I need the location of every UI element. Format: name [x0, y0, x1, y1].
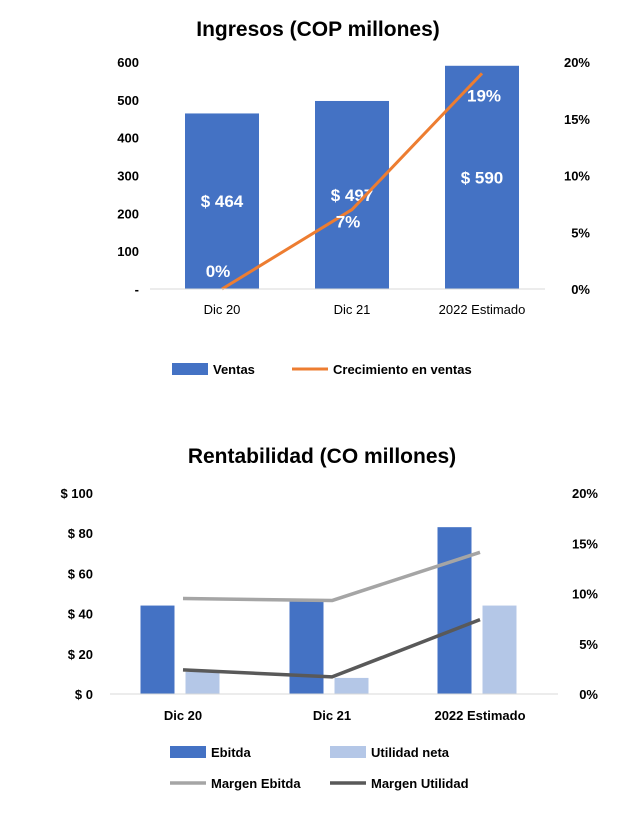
chart1-line-label: 0% — [206, 262, 231, 281]
chart2-bar-ebitda — [140, 605, 175, 694]
chart1-y-tick: 400 — [117, 131, 139, 146]
chart2-title: Rentabilidad (CO millones) — [188, 445, 456, 468]
chart2-legend-margen-ebitda: Margen Ebitda — [211, 776, 301, 791]
chart2-y-tick: $ 100 — [60, 486, 93, 501]
chart2-legend-utilidad-swatch — [330, 746, 366, 758]
chart2-x-tick: Dic 21 — [313, 708, 351, 723]
chart1-title: Ingresos (COP millones) — [196, 18, 440, 41]
chart1-bar-ventas — [185, 113, 259, 289]
chart1-legend-ventas: Ventas — [213, 362, 255, 377]
chart1-y2-tick: 0% — [571, 282, 590, 297]
chart2-bar-ebitda — [289, 601, 324, 694]
chart2-bar-utilidad — [482, 605, 517, 694]
chart1-legend-crecimiento: Crecimiento en ventas — [333, 362, 472, 377]
chart1-y-tick: 300 — [117, 169, 139, 184]
chart2-line-margen-utilidad — [182, 617, 481, 679]
chart1-y2-tick: 5% — [571, 225, 590, 240]
chart2-x-tick: 2022 Estimado — [434, 708, 525, 723]
chart1-line-label: 7% — [336, 213, 361, 232]
chart1-legend-ventas-swatch — [172, 363, 208, 375]
chart2-y-tick: $ 80 — [68, 526, 93, 541]
chart2-bar-utilidad — [185, 671, 220, 694]
chart2-bar-utilidad — [334, 677, 369, 694]
chart2-y2-tick: 20% — [572, 486, 598, 501]
chart1-bar-label: $ 590 — [461, 168, 504, 187]
chart1-bar-ventas — [445, 65, 519, 290]
chart2-y-tick: $ 20 — [68, 647, 93, 662]
chart1-y-tick: 600 — [117, 55, 139, 70]
chart2-legend-utilidad: Utilidad neta — [371, 745, 450, 760]
ingresos-chart: Ingresos (COP millones) $ 464 $ 497$ 590 … — [117, 18, 590, 377]
chart1-x-tick: 2022 Estimado — [439, 302, 526, 317]
chart2-y2-tick: 5% — [579, 637, 598, 652]
chart2-y-tick: $ 60 — [68, 566, 93, 581]
chart1-y-tick: - — [135, 282, 139, 297]
chart1-line-label: 19% — [467, 86, 501, 105]
chart2-line-margen-ebitda — [182, 550, 481, 603]
chart2-y-tick: $ 0 — [75, 687, 93, 702]
chart2-x-tick: Dic 20 — [164, 708, 202, 723]
chart1-x-tick: Dic 21 — [334, 302, 371, 317]
chart2-legend-ebitda: Ebitda — [211, 745, 251, 760]
chart2-y2-tick: 15% — [572, 536, 598, 551]
chart1-x-tick: Dic 20 — [204, 302, 241, 317]
chart1-bar-ventas — [315, 100, 389, 290]
rentabilidad-chart: Rentabilidad (CO millones) $ 100 $ 80 $ 60… — [60, 445, 598, 791]
chart2-bar-ebitda — [437, 527, 472, 694]
chart2-legend-margen-utilidad: Margen Utilidad — [371, 776, 469, 791]
chart2-legend-ebitda-swatch — [170, 746, 206, 758]
chart1-y-tick: 200 — [117, 206, 139, 221]
chart1-y2-tick: 15% — [564, 112, 590, 127]
chart1-y2-tick: 10% — [564, 169, 590, 184]
chart1-line-crecimiento — [221, 72, 484, 291]
chart1-y-tick: 100 — [117, 244, 139, 259]
chart1-bar-label: $ 464 — [201, 192, 244, 211]
chart2-y2-tick: 0% — [579, 687, 598, 702]
chart1-y-tick: 500 — [117, 93, 139, 108]
chart1-y2-tick: 20% — [564, 55, 590, 70]
chart2-y-tick: $ 40 — [68, 607, 93, 622]
chart2-y2-tick: 10% — [572, 587, 598, 602]
